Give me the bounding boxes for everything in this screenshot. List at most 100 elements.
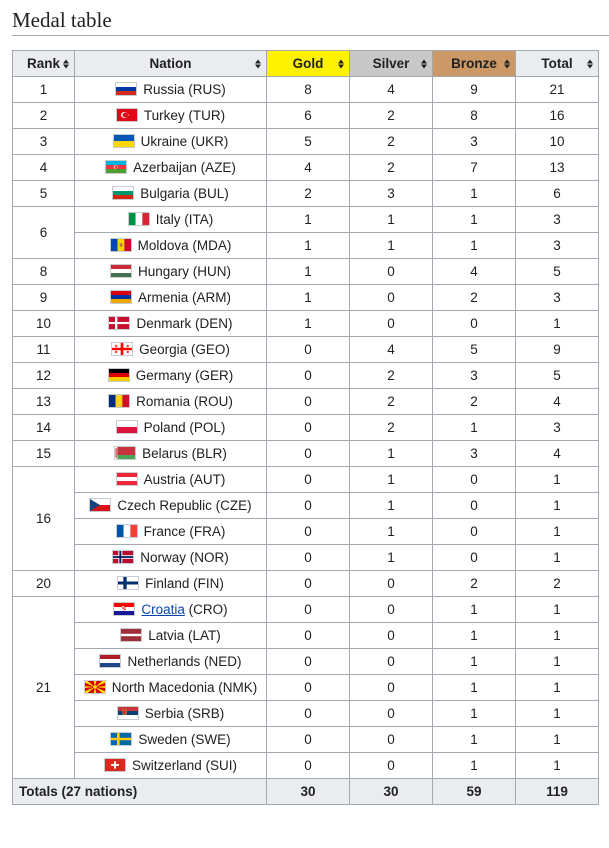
table-row: Sweden (SWE) 0 0 1 1 bbox=[13, 726, 599, 753]
bronze-count: 0 bbox=[432, 544, 516, 571]
gold-count: 0 bbox=[266, 648, 350, 675]
flag-rou-icon bbox=[108, 394, 131, 408]
rank-cell: 11 bbox=[12, 336, 75, 363]
table-row: Switzerland (SUI) 0 0 1 1 bbox=[13, 752, 599, 779]
rank-cell: 2 bbox=[12, 102, 75, 129]
silver-count: 0 bbox=[349, 258, 433, 285]
nation-cell: Armenia (ARM) bbox=[74, 284, 267, 311]
flag-mda-icon bbox=[109, 238, 132, 252]
silver-count: 2 bbox=[349, 128, 433, 155]
gold-count: 2 bbox=[266, 180, 350, 207]
total-count: 9 bbox=[515, 336, 599, 363]
nation-name: Germany (GER) bbox=[135, 368, 234, 383]
table-row: 6 Italy (ITA) 1 1 1 3 bbox=[12, 206, 599, 259]
total-silver: 30 bbox=[349, 778, 433, 805]
gold-count: 0 bbox=[266, 622, 350, 649]
flag-ger-icon bbox=[107, 368, 130, 382]
total-count: 1 bbox=[515, 700, 599, 727]
flag-ned-icon bbox=[99, 654, 122, 668]
nation-link[interactable]: Croatia bbox=[141, 602, 185, 617]
gold-count: 0 bbox=[266, 544, 350, 571]
total-count: 1 bbox=[515, 544, 599, 571]
flag-srb-icon bbox=[116, 706, 139, 720]
nation-name: Romania (ROU) bbox=[136, 394, 233, 409]
nation-cell: North Macedonia (NMK) bbox=[74, 674, 267, 701]
table-row: 11 Georgia (GEO) 0 4 5 9 bbox=[12, 336, 599, 363]
total-medals: 119 bbox=[515, 778, 599, 805]
flag-den-icon bbox=[108, 316, 131, 330]
nation-cell: Russia (RUS) bbox=[74, 76, 267, 103]
medal-table: Rank Nation Gold Silver Bronze Total 1 Ru… bbox=[12, 50, 599, 805]
total-count: 1 bbox=[515, 518, 599, 545]
nation-name: Netherlands (NED) bbox=[127, 654, 242, 669]
flag-arm-icon bbox=[109, 290, 132, 304]
table-row: Czech Republic (CZE) 0 1 0 1 bbox=[13, 492, 599, 519]
nation-name: Norway (NOR) bbox=[140, 550, 229, 565]
table-row: 13 Romania (ROU) 0 2 2 4 bbox=[12, 388, 599, 415]
table-row: Netherlands (NED) 0 0 1 1 bbox=[13, 648, 599, 675]
bronze-count: 5 bbox=[432, 336, 516, 363]
section-heading: Medal table bbox=[12, 8, 112, 32]
total-count: 3 bbox=[515, 232, 599, 259]
sort-icon[interactable] bbox=[587, 59, 593, 68]
nation-cell: Ukraine (UKR) bbox=[74, 128, 267, 155]
bronze-count: 4 bbox=[432, 258, 516, 285]
silver-count: 1 bbox=[349, 206, 433, 233]
column-header-nation[interactable]: Nation bbox=[74, 50, 267, 77]
nation-name: Moldova (MDA) bbox=[137, 238, 232, 253]
table-row: Moldova (MDA) 1 1 1 3 bbox=[13, 232, 599, 259]
gold-count: 1 bbox=[266, 206, 350, 233]
nation-name: Finland (FIN) bbox=[145, 576, 224, 591]
nation-name: Georgia (GEO) bbox=[139, 342, 230, 357]
silver-count: 0 bbox=[349, 752, 433, 779]
sort-icon[interactable] bbox=[504, 59, 510, 68]
sort-icon[interactable] bbox=[255, 59, 261, 68]
nation-name: France (FRA) bbox=[143, 524, 226, 539]
nation-name: Belarus (BLR) bbox=[142, 446, 227, 461]
silver-count: 1 bbox=[349, 466, 433, 493]
gold-count: 0 bbox=[266, 570, 350, 597]
flag-ukr-icon bbox=[112, 134, 135, 148]
silver-count: 1 bbox=[349, 440, 433, 467]
column-header-bronze[interactable]: Bronze bbox=[432, 50, 516, 77]
column-header-label: Silver bbox=[372, 56, 410, 71]
nation-cell: Turkey (TUR) bbox=[74, 102, 267, 129]
table-row: 21 Croatia (CRO) 0 0 1 1 bbox=[12, 596, 599, 779]
flag-aut-icon bbox=[115, 472, 138, 486]
sort-icon[interactable] bbox=[338, 59, 344, 68]
sort-icon[interactable] bbox=[63, 59, 69, 68]
flag-geo-icon bbox=[111, 342, 134, 356]
silver-count: 2 bbox=[349, 388, 433, 415]
nation-name: Sweden (SWE) bbox=[138, 732, 231, 747]
silver-count: 1 bbox=[349, 518, 433, 545]
nation-code: (CRO) bbox=[184, 602, 228, 617]
silver-count: 1 bbox=[349, 492, 433, 519]
column-header-rank[interactable]: Rank bbox=[12, 50, 75, 77]
column-header-label: Rank bbox=[26, 56, 60, 71]
total-count: 1 bbox=[515, 492, 599, 519]
table-row: 9 Armenia (ARM) 1 0 2 3 bbox=[12, 284, 599, 311]
rank-cell: 3 bbox=[12, 128, 75, 155]
rank-cell: 16 bbox=[12, 466, 75, 571]
silver-count: 3 bbox=[349, 180, 433, 207]
table-row: 10 Denmark (DEN) 1 0 0 1 bbox=[12, 310, 599, 337]
column-header-label: Total bbox=[541, 56, 573, 71]
gold-count: 8 bbox=[266, 76, 350, 103]
flag-fra-icon bbox=[115, 524, 138, 538]
column-header-silver[interactable]: Silver bbox=[349, 50, 433, 77]
flag-fin-icon bbox=[117, 576, 140, 590]
total-bronze: 59 bbox=[432, 778, 516, 805]
column-header-gold[interactable]: Gold bbox=[266, 50, 350, 77]
rank-cell: 4 bbox=[12, 154, 75, 181]
gold-count: 0 bbox=[266, 726, 350, 753]
bronze-count: 7 bbox=[432, 154, 516, 181]
rank-cell: 5 bbox=[12, 180, 75, 207]
column-header-total[interactable]: Total bbox=[515, 50, 599, 77]
nation-cell: Poland (POL) bbox=[74, 414, 267, 441]
nation-cell: Czech Republic (CZE) bbox=[74, 492, 267, 519]
rank-cell: 9 bbox=[12, 284, 75, 311]
bronze-count: 0 bbox=[432, 518, 516, 545]
sort-icon[interactable] bbox=[421, 59, 427, 68]
total-count: 4 bbox=[515, 440, 599, 467]
bronze-count: 9 bbox=[432, 76, 516, 103]
